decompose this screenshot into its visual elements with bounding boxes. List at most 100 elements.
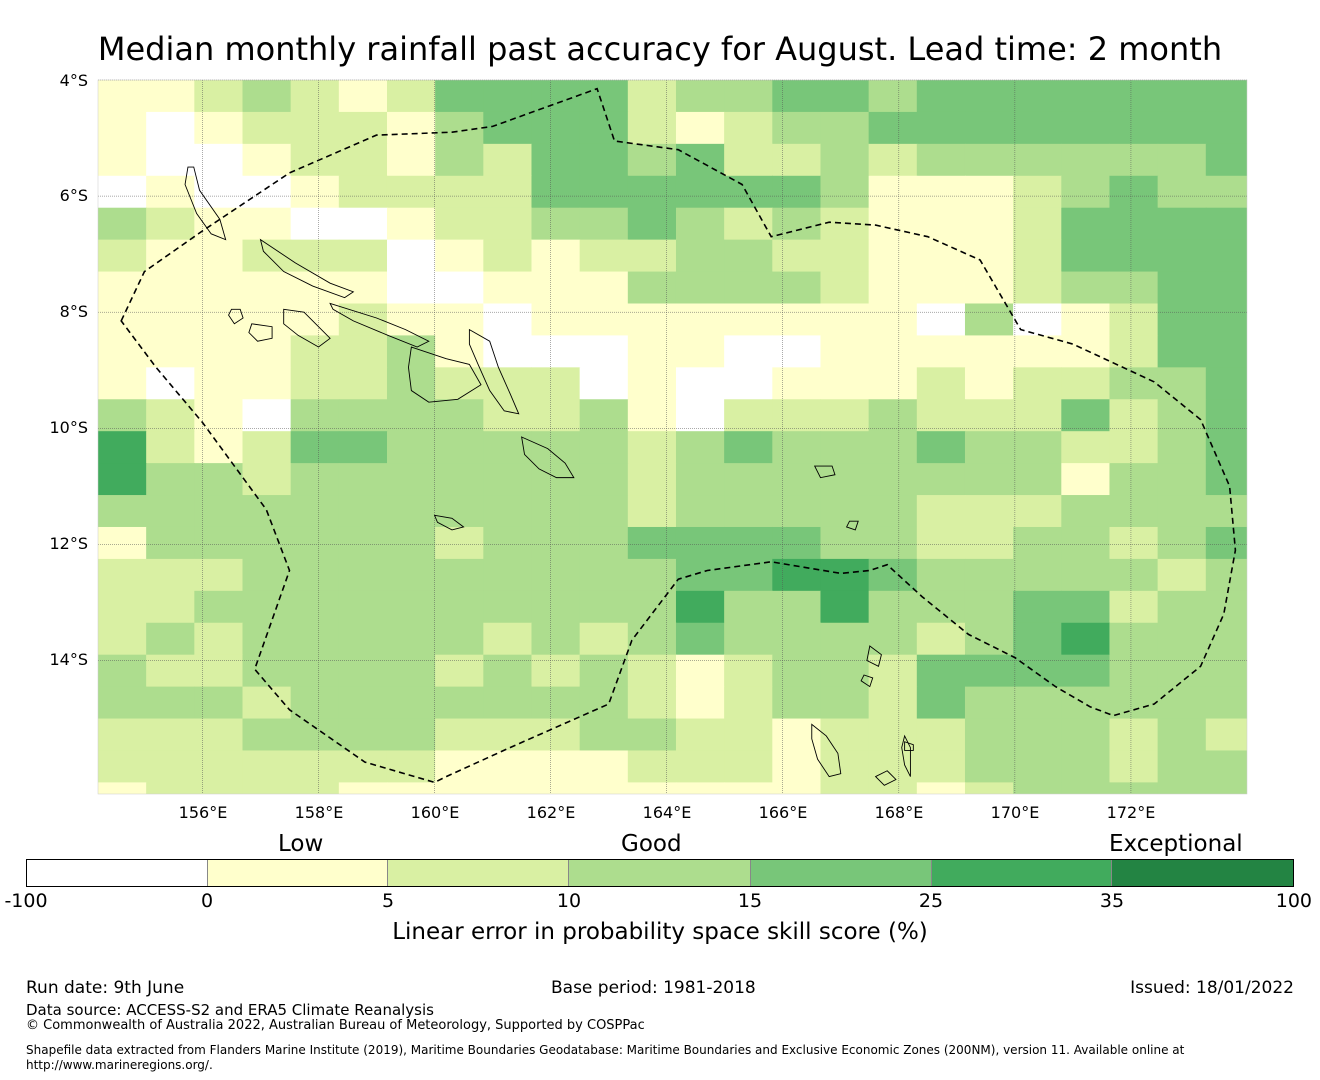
grid-cell (1013, 143, 1062, 177)
grid-cell (194, 207, 244, 241)
colorbar-segment (750, 860, 932, 886)
grid-cell (627, 782, 677, 794)
grid-cell (627, 207, 677, 241)
grid-cell (98, 558, 147, 592)
island-outline (901, 734, 911, 777)
grid-cell (724, 622, 773, 656)
grid-cell (772, 590, 822, 624)
grid-cell (1013, 175, 1062, 209)
grid-cell (531, 750, 581, 783)
grid-cell (675, 303, 725, 337)
island-outline (866, 645, 882, 667)
grid-cell (772, 431, 822, 464)
shapefile-url: http://www.marineregions.org/. (26, 1058, 213, 1072)
grid-cell (820, 175, 870, 209)
map-frame (97, 79, 1248, 795)
grid-cell (1061, 367, 1111, 400)
grid-cell (964, 463, 1014, 496)
island-outline (184, 166, 227, 241)
grid-cell (146, 207, 195, 241)
grid-cell (724, 686, 773, 720)
grid-cell (194, 431, 244, 464)
grid-cell (194, 558, 244, 592)
grid-cell (483, 239, 533, 273)
grid-cell (483, 399, 533, 432)
grid-cell (146, 590, 195, 624)
grid-cell (724, 175, 773, 209)
grid-cell (242, 622, 292, 656)
grid-cell (1061, 718, 1111, 752)
grid-cell (820, 80, 870, 113)
colorbar-segment (207, 860, 389, 886)
grid-cell (772, 654, 822, 688)
lat-label-14s: 14°S (49, 650, 88, 669)
grid-cell (675, 782, 725, 794)
grid-cell (724, 271, 773, 305)
grid-cell (675, 207, 725, 241)
grid-cell (868, 526, 918, 560)
grid-cell (98, 399, 147, 432)
grid-cell (1205, 399, 1247, 432)
grid-cell (1109, 207, 1159, 241)
grid-cell (1205, 495, 1247, 528)
colorbar-segment (388, 860, 570, 886)
grid-cell (1061, 526, 1111, 560)
grid-cell (627, 143, 677, 177)
colorbar-tick: 25 (918, 890, 944, 912)
grid-cell (435, 463, 484, 496)
grid-cell (290, 80, 340, 113)
grid-cell (483, 526, 533, 560)
grid-cell (579, 239, 629, 273)
grid-cell (1013, 590, 1062, 624)
grid-cell (868, 495, 918, 528)
grid-cell (964, 558, 1014, 592)
grid-cell (531, 622, 581, 656)
grid-cell (868, 143, 918, 177)
grid-cell (675, 143, 725, 177)
lon-label-158e: 158°E (294, 803, 344, 822)
grid-cell (1013, 207, 1062, 241)
grid-cell (242, 558, 292, 592)
grid-cell (435, 335, 484, 368)
grid-cell (338, 431, 388, 464)
grid-cell (338, 622, 388, 656)
grid-cell (386, 558, 436, 592)
lon-label-168e: 168°E (874, 803, 924, 822)
grid-cell (675, 495, 725, 528)
grid-cell (627, 80, 677, 113)
grid-cell (772, 782, 822, 794)
grid-cell (820, 431, 870, 464)
lon-label-170e: 170°E (990, 803, 1040, 822)
grid-cell (916, 175, 966, 209)
grid-cell (1109, 431, 1159, 464)
grid-cell (964, 367, 1014, 400)
grid-cell (338, 686, 388, 720)
grid-cell (1109, 399, 1159, 432)
grid-cell (772, 271, 822, 305)
grid-cell (386, 239, 436, 273)
grid-cell (1205, 750, 1247, 783)
grid-cell (146, 622, 195, 656)
grid-cell (146, 399, 195, 432)
grid-cell (916, 686, 966, 720)
grid-cell (435, 431, 484, 464)
grid-cell (435, 303, 484, 337)
grid-cell (772, 718, 822, 752)
grid-cell (531, 303, 581, 337)
run-date: Run date: 9th June (26, 978, 185, 998)
grid-cell (146, 750, 195, 783)
grid-cell (579, 495, 629, 528)
grid-cell (675, 558, 725, 592)
grid-cell (868, 80, 918, 113)
grid-cell (531, 175, 581, 209)
colorbar-segment (569, 860, 751, 886)
grid-cell (386, 782, 436, 794)
grid-cell (964, 303, 1014, 337)
grid-cell (338, 80, 388, 113)
grid-cell (338, 143, 388, 177)
grid-cell (338, 175, 388, 209)
island-outline (845, 520, 859, 531)
colorbar (26, 859, 1294, 887)
grid-cell (531, 782, 581, 794)
